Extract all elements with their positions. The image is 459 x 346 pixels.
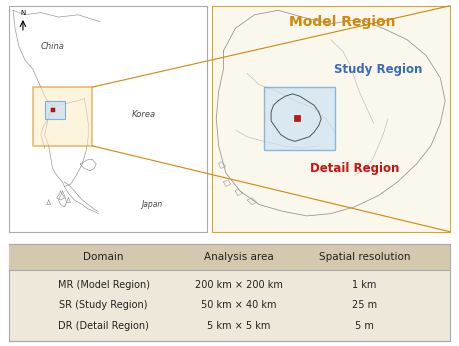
Text: N: N <box>20 10 26 16</box>
Text: 5 km × 5 km: 5 km × 5 km <box>207 321 270 331</box>
Text: MR (Model Region): MR (Model Region) <box>57 280 150 290</box>
Text: Korea: Korea <box>132 110 156 119</box>
Text: SR (Study Region): SR (Study Region) <box>59 300 148 310</box>
Text: 25 m: 25 m <box>352 300 377 310</box>
Text: 50 km × 40 km: 50 km × 40 km <box>201 300 276 310</box>
Bar <box>9 6 207 232</box>
Text: Spatial resolution: Spatial resolution <box>319 252 410 262</box>
Bar <box>45 101 65 119</box>
Bar <box>212 6 450 232</box>
Text: Domain: Domain <box>83 252 124 262</box>
Text: China: China <box>41 42 65 51</box>
Text: Study Region: Study Region <box>334 63 423 75</box>
Text: Model Region: Model Region <box>289 15 396 29</box>
Bar <box>33 87 92 146</box>
Text: Japan: Japan <box>141 200 162 209</box>
Text: Detail Region: Detail Region <box>310 162 399 175</box>
Bar <box>264 87 336 151</box>
Text: 5 m: 5 m <box>355 321 374 331</box>
Text: DR (Detail Region): DR (Detail Region) <box>58 321 149 331</box>
Bar <box>9 244 450 270</box>
Text: Analysis area: Analysis area <box>204 252 274 262</box>
Text: 200 km × 200 km: 200 km × 200 km <box>195 280 282 290</box>
Text: 1 km: 1 km <box>352 280 377 290</box>
